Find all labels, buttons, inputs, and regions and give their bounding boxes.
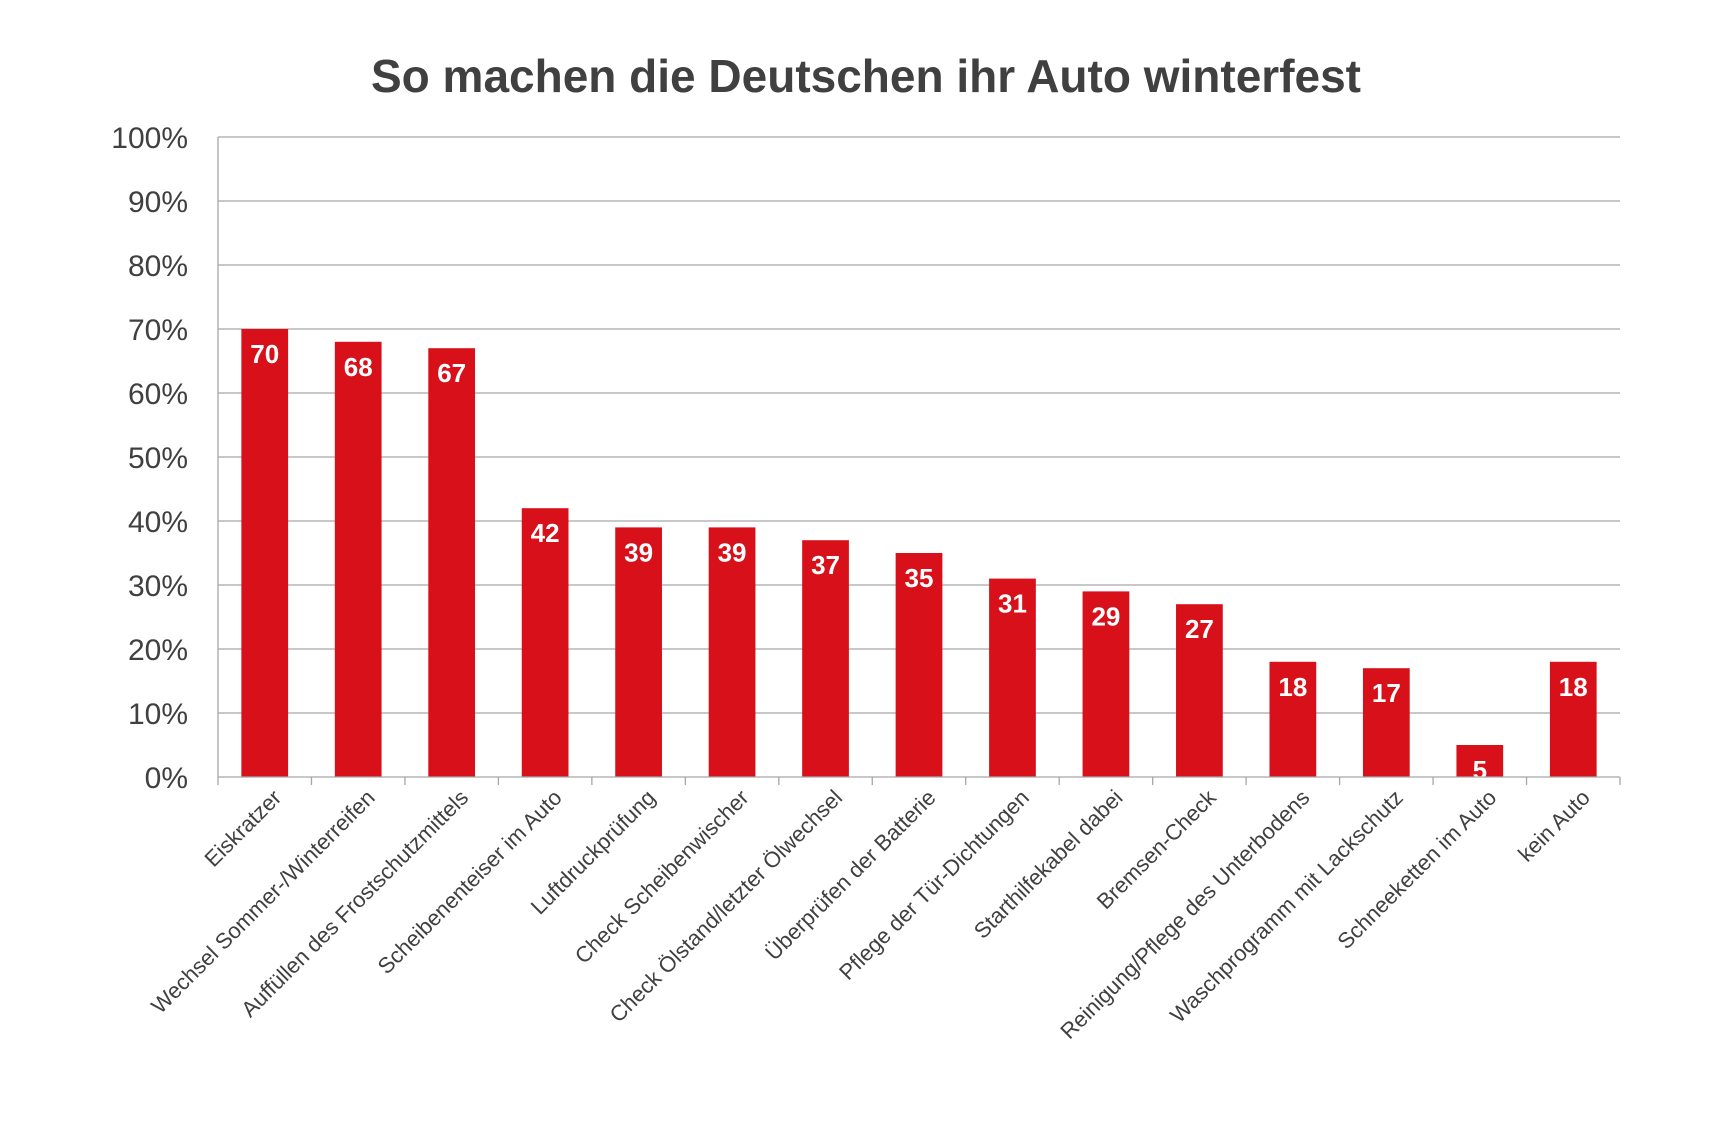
data-label: 70 [250, 339, 279, 369]
y-tick-label: 60% [128, 378, 188, 411]
y-tick-label: 0% [145, 762, 188, 795]
data-label: 39 [718, 537, 747, 567]
y-tick-label: 90% [128, 186, 188, 219]
bar [615, 527, 662, 777]
bar [802, 540, 849, 777]
x-tick-label: kein Auto [1513, 785, 1595, 867]
data-label: 39 [624, 537, 653, 567]
y-tick-label: 10% [128, 698, 188, 731]
data-label: 42 [531, 518, 560, 548]
bar [521, 508, 569, 777]
y-tick-label: 80% [128, 250, 188, 283]
bar [1269, 661, 1317, 777]
y-tick-label: 40% [128, 506, 188, 539]
x-tick-label: Schneeketten im Auto [1332, 785, 1501, 954]
y-tick-label: 70% [128, 314, 188, 347]
y-tick-label: 50% [128, 442, 188, 475]
bars: 70 68 67 42 39 39 37 35 31 29 27 18 17 5 18 [241, 329, 1597, 785]
bar [1362, 668, 1410, 777]
data-label: 5 [1473, 755, 1487, 785]
bar [708, 527, 756, 777]
data-label: 18 [1278, 672, 1307, 702]
x-tick-label: Check Scheibenwischer [570, 785, 754, 969]
bar [334, 341, 382, 777]
x-tick-label: Scheibenenteiser im Auto [373, 785, 567, 979]
y-tick-label: 30% [128, 570, 188, 603]
bar [241, 329, 289, 777]
data-label: 31 [998, 589, 1027, 619]
bar [1456, 745, 1504, 777]
x-tick-label: Pflege der Tür-Dichtungen [834, 785, 1034, 985]
data-label: 37 [811, 550, 840, 580]
chart-title: So machen die Deutschen ihr Auto winterf… [371, 50, 1361, 102]
data-label: 29 [1091, 601, 1120, 631]
x-tick-label: Eiskratzer [199, 785, 286, 872]
data-label: 27 [1185, 614, 1214, 644]
y-tick-label: 100% [111, 122, 188, 155]
data-label: 17 [1372, 678, 1401, 708]
data-label: 68 [344, 352, 373, 382]
data-label: 18 [1559, 672, 1588, 702]
y-tick-label: 20% [128, 634, 188, 667]
bar [1176, 604, 1223, 777]
x-tick-label: Überprüfen der Batterie [760, 785, 940, 965]
y-axis: 0% 10% 20% 30% 40% 50% 60% 70% 80% 90% 100% [111, 122, 219, 795]
bar [895, 553, 943, 777]
bar [1549, 661, 1597, 777]
data-label: 35 [905, 563, 934, 593]
data-label: 67 [437, 358, 466, 388]
bar [1082, 591, 1130, 777]
bar [989, 578, 1036, 777]
bar [428, 348, 476, 777]
